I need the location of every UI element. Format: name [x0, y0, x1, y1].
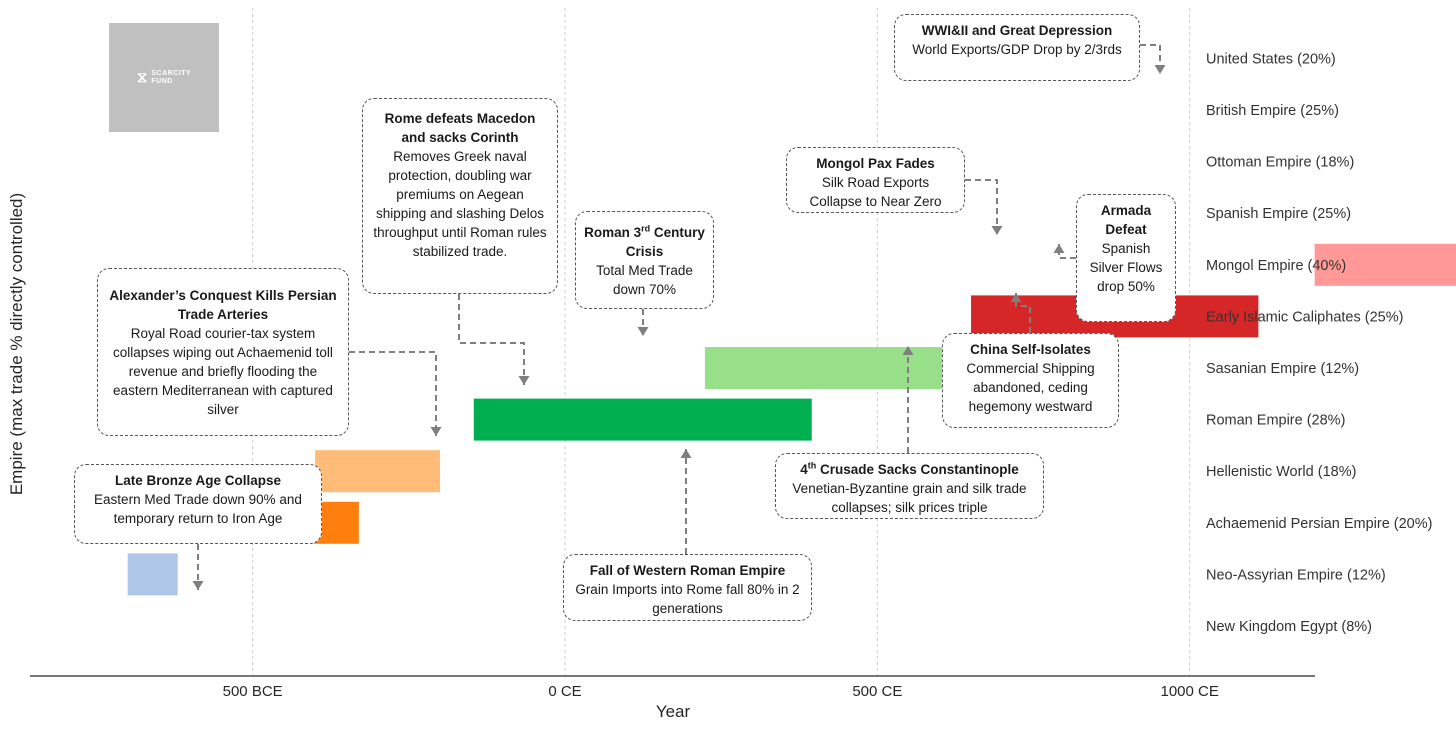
callout-title: Rome defeats Macedon and sacks Corinth	[384, 111, 536, 145]
x-axis-title: Year	[656, 702, 691, 721]
annotation-arrow	[458, 294, 525, 385]
empire-label: Roman Empire (28%)	[1206, 413, 1345, 429]
callout-title-part: Roman 3	[584, 225, 642, 240]
empire-labels: New Kingdom Egypt (8%) Neo-Assyrian Empir…	[1206, 51, 1432, 635]
annotation-arrow	[1140, 44, 1161, 74]
scarcity-fund-logo: ⧖ SCARCITY FUND	[109, 23, 219, 132]
arrow-head-icon	[1053, 244, 1065, 253]
empire-bar	[704, 347, 972, 389]
arrow-head-icon	[518, 376, 530, 385]
callout-fourth-crusade: 4th Crusade Sacks Constantinople Venetia…	[775, 453, 1044, 519]
empire-label: Achaemenid Persian Empire (20%)	[1206, 516, 1432, 532]
arrow-head-icon	[192, 581, 204, 590]
annotation-arrow	[965, 179, 998, 235]
callout-title-part: 4	[800, 462, 808, 477]
y-axis-title: Empire (max trade % directly controlled)	[7, 193, 26, 495]
empire-label: Spanish Empire (25%)	[1206, 206, 1351, 222]
callout-alexander: Alexander’s Conquest Kills Persian Trade…	[97, 268, 349, 436]
annotation-arrow	[349, 351, 437, 436]
callout-armada-defeat: Armada Defeat Spanish Silver Flows drop …	[1076, 194, 1176, 322]
callout-title: 4th Crusade Sacks Constantinople	[784, 460, 1035, 479]
callout-late-bronze-age: Late Bronze Age Collapse Eastern Med Tra…	[74, 464, 322, 544]
callout-title-sup: th	[807, 460, 817, 471]
callout-title: WWI&II and Great Depression	[921, 23, 1113, 38]
empire-bar	[1314, 243, 1456, 286]
callout-title: Late Bronze Age Collapse	[114, 473, 282, 488]
callout-body: Total Med Trade down 70%	[596, 263, 693, 297]
x-tick-label: 1000 CE	[1161, 683, 1219, 700]
empire-label: Mongol Empire (40%)	[1206, 258, 1346, 274]
empire-label: New Kingdom Egypt (8%)	[1206, 619, 1372, 635]
callout-body: Removes Greek naval protection, doubling…	[373, 149, 547, 259]
callout-body: Royal Road courier-tax system collapses …	[113, 326, 333, 417]
callout-body: Silk Road Exports Collapse to Near Zero	[809, 175, 942, 209]
callout-body: World Exports/GDP Drop by 2/3rds	[912, 42, 1122, 57]
empire-bar	[315, 450, 441, 493]
empire-label: Hellenistic World (18%)	[1206, 464, 1356, 480]
callout-body: Venetian-Byzantine grain and silk trade …	[792, 481, 1027, 515]
arrow-head-icon	[1010, 293, 1022, 302]
arrow-head-icon	[637, 327, 649, 336]
empire-label: Ottoman Empire (18%)	[1206, 155, 1354, 171]
empire-label: Early Islamic Caliphates (25%)	[1206, 309, 1403, 325]
arrow-head-icon	[991, 226, 1003, 235]
callout-title: Armada Defeat	[1100, 203, 1152, 237]
callout-title-sup: rd	[641, 223, 651, 234]
annotation-arrows	[192, 44, 1166, 590]
callout-wwi-wwii: WWI&II and Great Depression World Export…	[894, 14, 1140, 81]
empire-label: United States (20%)	[1206, 51, 1336, 67]
callout-title-part: Century Crisis	[625, 225, 705, 259]
callout-title: Fall of Western Roman Empire	[589, 563, 786, 578]
empire-label: British Empire (25%)	[1206, 103, 1339, 119]
empire-label: Neo-Assyrian Empire (12%)	[1206, 567, 1386, 583]
callout-mongol-pax: Mongol Pax Fades Silk Road Exports Colla…	[786, 147, 965, 213]
callout-body: Grain Imports into Rome fall 80% in 2 ge…	[575, 582, 800, 616]
annotation-arrow	[1015, 293, 1031, 333]
callout-china-self-isolates: China Self-Isolates Commercial Shipping …	[942, 333, 1119, 428]
x-tick-label: 500 BCE	[223, 683, 283, 700]
callout-body: Eastern Med Trade down 90% and temporary…	[94, 492, 302, 526]
callout-third-century-crisis: Roman 3rd Century Crisis Total Med Trade…	[575, 211, 714, 309]
callout-body: Spanish Silver Flows drop 50%	[1089, 241, 1163, 294]
callout-title: Mongol Pax Fades	[816, 156, 935, 171]
empire-label: Sasanian Empire (12%)	[1206, 361, 1359, 377]
callout-fall-western-rome: Fall of Western Roman Empire Grain Impor…	[563, 554, 812, 621]
x-tick-label: 0 CE	[548, 683, 581, 700]
callout-title: China Self-Isolates	[970, 342, 1091, 357]
arrow-head-icon	[430, 427, 442, 436]
arrow-head-icon	[902, 346, 914, 355]
scarcity-logo-icon: ⧖	[136, 69, 147, 86]
logo-line-1: SCARCITY	[151, 69, 192, 77]
logo-line-2: FUND	[151, 77, 173, 85]
callout-rome-macedon: Rome defeats Macedon and sacks Corinth R…	[362, 98, 558, 294]
annotation-arrow	[1058, 244, 1076, 259]
callout-title-part: Crusade Sacks Constantinople	[816, 462, 1019, 477]
arrow-head-icon	[680, 449, 692, 458]
callout-title: Roman 3rd Century Crisis	[584, 223, 705, 261]
x-tick-label: 500 CE	[852, 683, 902, 700]
arrow-head-icon	[1154, 65, 1166, 74]
empire-bar	[127, 553, 178, 596]
callout-body: Commercial Shipping abandoned, ceding he…	[966, 361, 1095, 414]
empire-bar	[473, 398, 812, 441]
callout-title: Alexander’s Conquest Kills Persian Trade…	[109, 288, 337, 322]
